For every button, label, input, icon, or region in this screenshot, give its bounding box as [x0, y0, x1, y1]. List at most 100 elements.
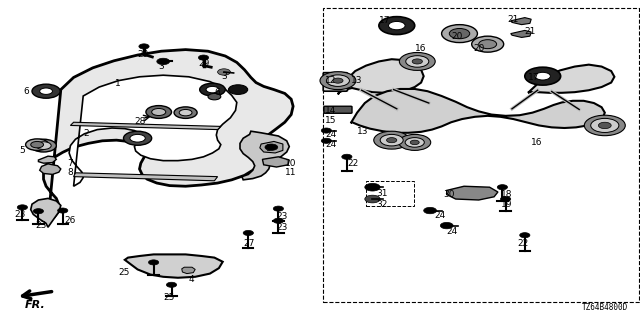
Circle shape: [440, 222, 453, 229]
Circle shape: [17, 205, 28, 210]
Circle shape: [152, 108, 166, 116]
Circle shape: [179, 109, 192, 116]
Polygon shape: [74, 173, 218, 181]
Circle shape: [497, 185, 508, 190]
Circle shape: [424, 207, 436, 214]
Circle shape: [200, 83, 225, 96]
Text: 5: 5: [19, 146, 25, 155]
Circle shape: [535, 72, 550, 80]
Bar: [366, 181, 414, 206]
Circle shape: [584, 115, 625, 136]
Circle shape: [598, 122, 611, 129]
Text: 17: 17: [379, 16, 390, 25]
Circle shape: [228, 85, 248, 94]
Text: 23: 23: [276, 223, 288, 232]
Text: 6: 6: [214, 88, 220, 97]
Text: 24: 24: [447, 227, 458, 236]
Circle shape: [321, 128, 332, 133]
Circle shape: [130, 134, 145, 142]
Circle shape: [449, 28, 470, 39]
Polygon shape: [351, 89, 605, 133]
Polygon shape: [69, 75, 237, 186]
Text: 22: 22: [347, 159, 358, 168]
Text: 22: 22: [517, 239, 529, 248]
Polygon shape: [528, 65, 614, 93]
Text: 25: 25: [118, 268, 130, 277]
Text: 9: 9: [266, 144, 271, 153]
Text: 24: 24: [434, 212, 445, 220]
Circle shape: [479, 40, 497, 49]
Text: 29: 29: [138, 50, 149, 59]
Circle shape: [273, 218, 284, 223]
FancyBboxPatch shape: [324, 106, 352, 113]
Text: 13: 13: [357, 127, 369, 136]
Polygon shape: [511, 30, 531, 37]
Circle shape: [208, 93, 221, 100]
Circle shape: [58, 208, 68, 213]
Circle shape: [174, 107, 197, 118]
Circle shape: [405, 138, 424, 147]
Circle shape: [399, 134, 431, 150]
Text: 23: 23: [276, 212, 288, 221]
Circle shape: [139, 44, 149, 49]
Text: 24: 24: [325, 130, 337, 139]
Text: 27: 27: [243, 239, 255, 248]
Circle shape: [388, 21, 405, 30]
Circle shape: [333, 78, 343, 83]
Text: 16: 16: [531, 138, 543, 147]
Bar: [323, 8, 639, 302]
Polygon shape: [240, 131, 289, 180]
Circle shape: [326, 75, 349, 86]
Circle shape: [399, 52, 435, 70]
Polygon shape: [511, 18, 531, 25]
Polygon shape: [40, 164, 61, 174]
Text: 4: 4: [189, 275, 195, 284]
Circle shape: [525, 67, 561, 85]
Text: FR.: FR.: [25, 300, 45, 310]
Text: 3: 3: [221, 72, 227, 81]
Circle shape: [26, 139, 49, 150]
Circle shape: [243, 230, 253, 236]
Text: 15: 15: [325, 116, 337, 125]
Text: 6: 6: [24, 87, 29, 96]
Circle shape: [500, 196, 511, 202]
Text: 12: 12: [325, 76, 337, 85]
Text: 23: 23: [14, 210, 26, 219]
Circle shape: [591, 118, 619, 132]
Polygon shape: [70, 122, 221, 130]
Text: 20: 20: [451, 32, 463, 41]
Circle shape: [265, 144, 278, 150]
Polygon shape: [44, 50, 293, 221]
Text: 19: 19: [500, 200, 512, 209]
Circle shape: [218, 69, 230, 75]
Text: 14: 14: [325, 106, 337, 115]
Circle shape: [157, 58, 170, 65]
Circle shape: [406, 56, 429, 67]
Circle shape: [365, 195, 380, 203]
Polygon shape: [31, 198, 61, 227]
Text: 18: 18: [500, 190, 512, 199]
Text: 16: 16: [415, 44, 426, 53]
Circle shape: [387, 138, 397, 143]
Circle shape: [410, 140, 419, 145]
Polygon shape: [182, 267, 195, 274]
Text: 30: 30: [444, 190, 455, 199]
Text: 26: 26: [64, 216, 76, 225]
Circle shape: [148, 260, 159, 265]
Text: 7: 7: [67, 159, 73, 168]
Circle shape: [36, 142, 51, 149]
Text: 11: 11: [285, 168, 296, 177]
Polygon shape: [125, 254, 223, 278]
Circle shape: [365, 183, 380, 191]
Text: 28: 28: [134, 117, 146, 126]
Circle shape: [124, 131, 152, 145]
Circle shape: [380, 134, 403, 146]
Circle shape: [379, 17, 415, 35]
Circle shape: [198, 55, 209, 60]
Circle shape: [520, 233, 530, 238]
Text: 31: 31: [376, 189, 388, 198]
Text: 10: 10: [285, 159, 296, 168]
Circle shape: [442, 25, 477, 43]
Text: 24: 24: [325, 140, 337, 149]
Text: 21: 21: [507, 15, 518, 24]
